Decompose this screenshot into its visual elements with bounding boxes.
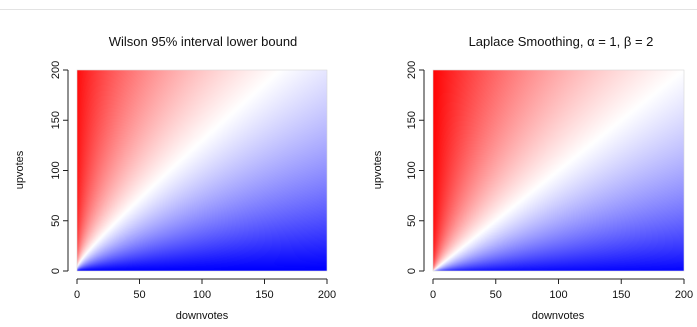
x-tick-label: 100 [549, 289, 567, 301]
x-tick-label: 200 [318, 289, 336, 301]
plot-frame [432, 69, 685, 272]
y-tick-label: 100 [406, 161, 418, 179]
x-axis: 0 50 100 150 200 [74, 278, 336, 301]
x-axis-label: downvotes [532, 310, 585, 322]
y-axis: 0 50 100 150 200 [406, 61, 425, 274]
y-tick-label: 50 [50, 215, 62, 227]
x-axis: 0 50 100 150 200 [430, 278, 693, 301]
y-tick-label: 0 [406, 268, 418, 274]
y-axis-label: upvotes [14, 150, 26, 189]
panel-wilson: Wilson 95% interval lower bound 0 50 100 15… [14, 34, 336, 322]
chart-title: Wilson 95% interval lower bound [109, 34, 298, 49]
x-axis-label: downvotes [176, 310, 229, 322]
x-tick-label: 150 [612, 289, 630, 301]
y-tick-label: 150 [406, 111, 418, 129]
y-tick-label: 200 [406, 61, 418, 79]
plot-frame [76, 69, 328, 272]
x-tick-label: 100 [193, 289, 211, 301]
x-tick-label: 50 [490, 289, 502, 301]
panel-laplace: Laplace Smoothing, α = 1, β = 2 0 50 100 15… [372, 34, 693, 322]
heatmap-image [77, 70, 327, 271]
y-tick-label: 50 [406, 215, 418, 227]
heatmap-image [433, 70, 684, 271]
x-tick-label: 150 [255, 289, 273, 301]
y-axis-label: upvotes [372, 150, 384, 189]
top-divider [0, 9, 697, 10]
x-tick-label: 0 [430, 289, 436, 301]
chart-title: Laplace Smoothing, α = 1, β = 2 [469, 34, 654, 49]
y-axis: 0 50 100 150 200 [50, 61, 69, 274]
y-tick-label: 0 [50, 268, 62, 274]
x-tick-label: 0 [74, 289, 80, 301]
y-tick-label: 150 [50, 111, 62, 129]
x-tick-label: 50 [133, 289, 145, 301]
y-tick-label: 200 [50, 61, 62, 79]
y-tick-label: 100 [50, 161, 62, 179]
x-tick-label: 200 [675, 289, 693, 301]
